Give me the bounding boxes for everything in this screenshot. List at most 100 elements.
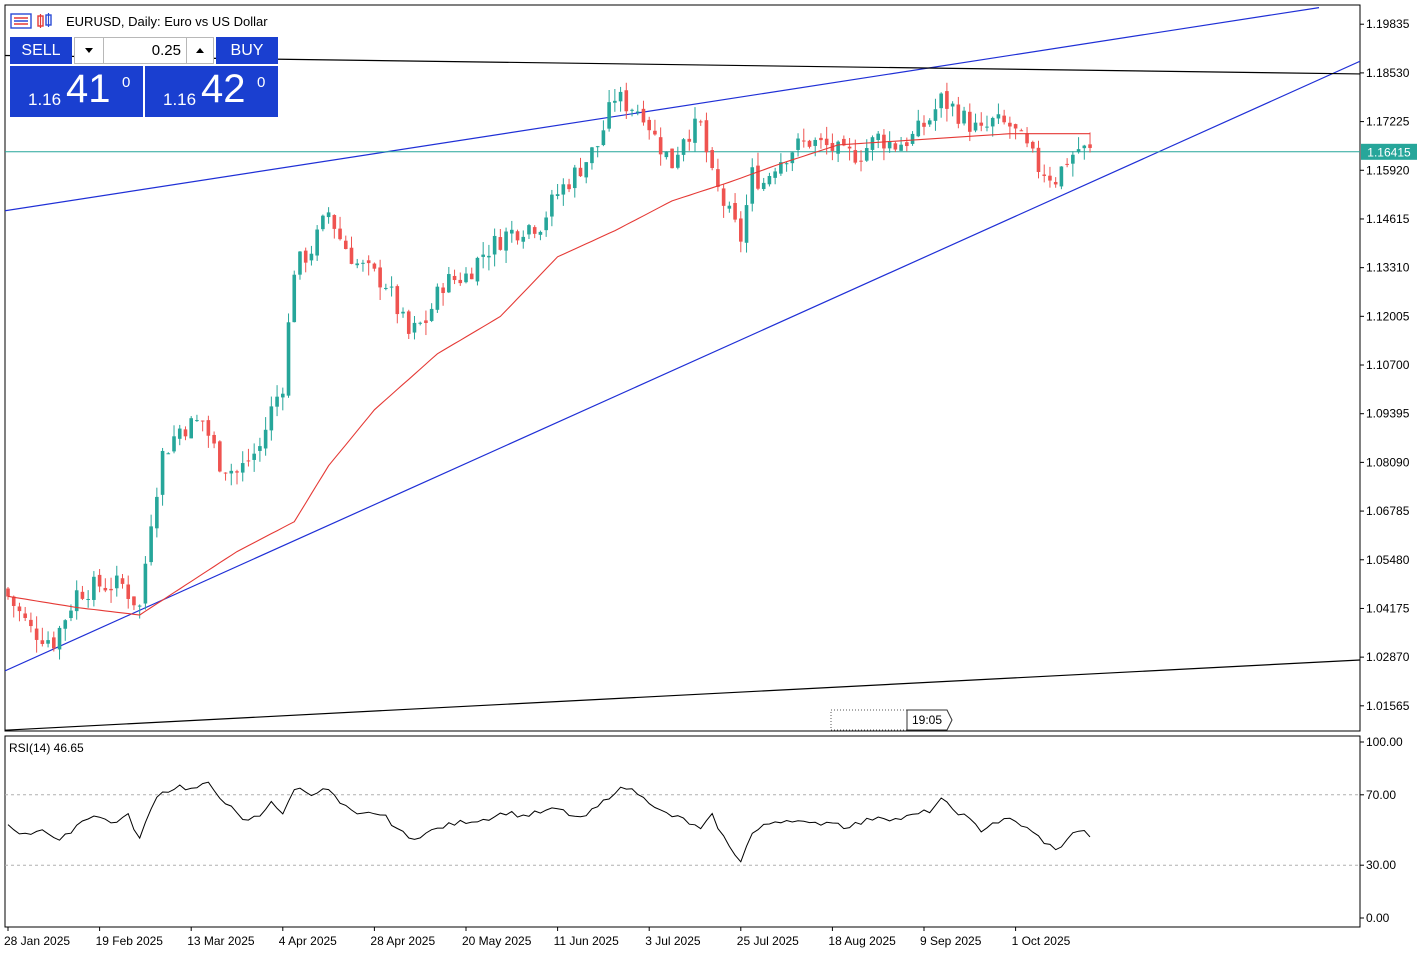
candle xyxy=(801,128,806,148)
candle xyxy=(578,157,583,178)
candle xyxy=(1088,132,1092,153)
buy-price-button[interactable]: 1.16 42 0 xyxy=(145,66,278,117)
buy-button[interactable]: BUY xyxy=(216,37,278,64)
candle xyxy=(939,92,943,118)
candle xyxy=(561,178,566,206)
candle xyxy=(510,220,514,243)
candle xyxy=(905,137,909,152)
trendline-blue xyxy=(5,7,1320,212)
candle xyxy=(515,229,520,245)
candle xyxy=(103,578,108,593)
sell-price-pips: 41 xyxy=(66,67,111,111)
candle xyxy=(401,307,405,318)
time-tick-label: 18 Aug 2025 xyxy=(828,934,896,948)
price-tick-label: 1.10700 xyxy=(1366,358,1410,372)
candle xyxy=(11,595,16,618)
candle xyxy=(601,120,606,147)
candle xyxy=(521,230,526,249)
price-tick-label: 1.09395 xyxy=(1366,407,1410,421)
candle xyxy=(870,135,875,161)
candle xyxy=(767,172,772,187)
candle xyxy=(664,151,669,160)
candle xyxy=(527,223,531,240)
price-tick-label: 1.15920 xyxy=(1366,163,1410,177)
rsi-line xyxy=(7,781,1091,863)
candle xyxy=(790,151,795,172)
candle xyxy=(670,148,674,169)
time-tick-label: 28 Apr 2025 xyxy=(370,934,435,948)
candle xyxy=(836,140,840,163)
candles xyxy=(6,82,1092,660)
candle xyxy=(899,136,903,151)
price-tick-label: 1.08090 xyxy=(1366,455,1410,469)
candle xyxy=(17,602,22,622)
triangle-down-icon xyxy=(85,47,93,53)
candle xyxy=(1053,177,1058,188)
candle xyxy=(887,131,892,153)
one-click-trading-icon[interactable] xyxy=(36,13,58,29)
rsi-tick-label: 0.00 xyxy=(1366,911,1390,925)
candle xyxy=(258,437,262,462)
candle xyxy=(406,309,411,340)
candle xyxy=(658,127,663,166)
rsi-pane[interactable] xyxy=(4,735,1361,928)
candle xyxy=(641,100,646,126)
price-tick-label: 1.05480 xyxy=(1366,553,1410,567)
lot-decrease-button[interactable] xyxy=(75,38,104,63)
sell-price-button[interactable]: 1.16 41 0 xyxy=(10,66,143,117)
candle xyxy=(910,131,915,146)
lot-increase-button[interactable] xyxy=(186,38,213,63)
candle xyxy=(469,267,474,280)
candle xyxy=(824,126,829,155)
candle xyxy=(733,193,737,223)
candle xyxy=(52,631,56,652)
candle xyxy=(389,276,394,297)
lot-size-input[interactable] xyxy=(105,38,185,63)
candle xyxy=(361,259,365,272)
candle xyxy=(23,606,27,622)
rsi-level-lines xyxy=(5,794,1360,866)
candle xyxy=(985,115,989,132)
price-pane[interactable] xyxy=(4,4,1361,732)
candle xyxy=(739,211,743,253)
candle xyxy=(160,447,165,506)
candle xyxy=(303,247,308,273)
candle xyxy=(143,556,148,610)
current-price-label: 1.16415 xyxy=(1367,145,1411,159)
candle xyxy=(779,153,783,176)
candle xyxy=(750,158,755,212)
candle xyxy=(504,227,508,263)
candle xyxy=(69,604,73,622)
candle xyxy=(229,463,234,486)
time-tick-label: 9 Sep 2025 xyxy=(920,934,982,948)
chart-list-icon[interactable] xyxy=(10,13,32,29)
candle xyxy=(555,183,560,200)
candle xyxy=(218,440,222,473)
sell-button[interactable]: SELL xyxy=(10,37,72,64)
candle xyxy=(464,267,468,284)
candle xyxy=(366,255,371,276)
time-tick-label: 28 Jan 2025 xyxy=(4,934,70,948)
candle xyxy=(1019,128,1024,132)
candle xyxy=(773,167,777,185)
candle xyxy=(435,283,440,313)
price-tick-label: 1.14615 xyxy=(1366,212,1410,226)
candle xyxy=(945,82,949,122)
candle xyxy=(567,178,571,193)
candle xyxy=(550,189,554,227)
candle xyxy=(1025,127,1029,148)
candle xyxy=(538,230,543,241)
candle xyxy=(1071,151,1075,177)
current-price-tag: 1.16415 xyxy=(1361,143,1417,160)
time-marker[interactable]: 19:05 xyxy=(830,709,953,731)
price-tick-label: 1.02870 xyxy=(1366,650,1410,664)
candle xyxy=(114,565,119,597)
candle xyxy=(1059,166,1064,190)
candle xyxy=(275,385,279,417)
candle xyxy=(1048,166,1052,188)
price-tick-label: 1.13310 xyxy=(1366,261,1410,275)
candle xyxy=(321,214,325,232)
rsi-tick-label: 30.00 xyxy=(1366,858,1396,872)
sell-price-prefix: 1.16 xyxy=(28,90,62,109)
